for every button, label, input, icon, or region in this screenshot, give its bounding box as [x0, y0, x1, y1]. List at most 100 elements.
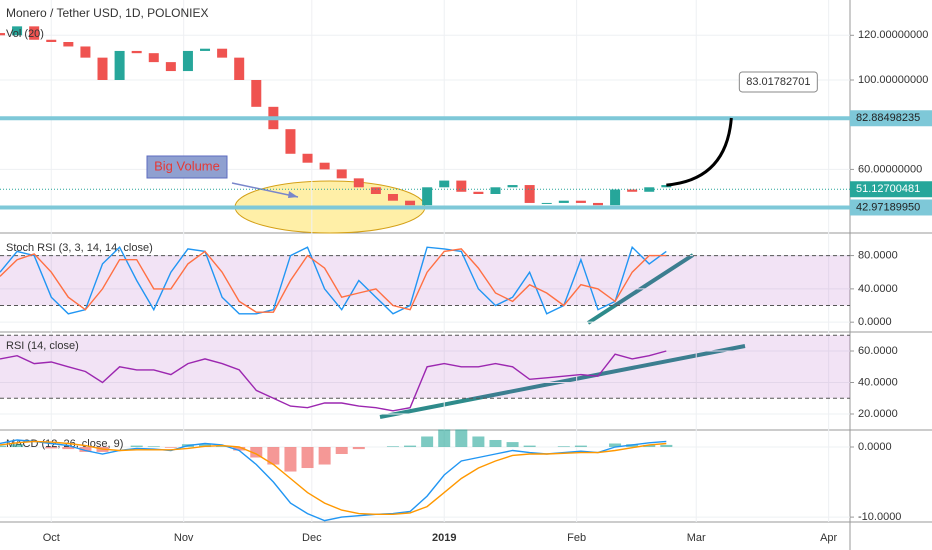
histogram-bar: [62, 447, 75, 450]
y-tick-label: 60.00000000: [858, 163, 922, 175]
series-line: [0, 440, 667, 515]
y-tick-label: -10.0000: [858, 511, 901, 523]
histogram-bar: [216, 446, 229, 447]
candle: [456, 180, 467, 192]
arrow-head: [288, 191, 298, 198]
histogram-bar: [45, 447, 58, 449]
histogram-bar: [438, 429, 451, 447]
band: [0, 255, 850, 306]
candle: [439, 180, 450, 188]
histogram-bar: [404, 445, 417, 447]
y-tick-label: 0.0000: [858, 316, 892, 328]
projection-box: [738, 71, 818, 93]
histogram-bar: [335, 447, 348, 455]
pane-title: RSI (14, close): [6, 340, 79, 352]
candle: [627, 189, 638, 192]
x-tick-label: 2019: [432, 532, 456, 544]
candle: [0, 33, 5, 36]
histogram-bar: [506, 442, 519, 447]
histogram-bar: [660, 444, 673, 447]
series-line: [0, 245, 667, 315]
y-tick-label: 60.0000: [858, 345, 898, 357]
annotation-text: Big Volume: [154, 158, 220, 173]
x-tick-label: Mar: [687, 532, 706, 544]
histogram-bar: [609, 443, 622, 447]
candle: [148, 53, 159, 63]
histogram-bar: [489, 439, 502, 447]
histogram-bar: [130, 445, 143, 447]
x-tick-label: Feb: [567, 532, 586, 544]
candle: [490, 187, 501, 194]
candle: [234, 57, 245, 80]
candle: [507, 185, 518, 188]
price-label-box: [850, 199, 932, 216]
histogram-bar: [352, 447, 365, 450]
histogram-bar: [147, 446, 160, 447]
histogram-bar: [574, 445, 587, 447]
x-tick-label: Oct: [43, 532, 60, 544]
histogram-bar: [79, 447, 92, 452]
candle: [405, 200, 416, 206]
price-label: 82.88498235: [856, 112, 920, 124]
histogram-bar: [11, 444, 24, 447]
candle: [63, 42, 74, 47]
series-line: [0, 248, 667, 313]
x-tick-label: Apr: [820, 532, 837, 544]
projection-label: 83.01782701: [746, 76, 810, 88]
histogram-bar: [318, 447, 331, 465]
candle: [46, 39, 57, 42]
annotation-arrow: [231, 182, 299, 198]
histogram-bar: [267, 447, 280, 465]
candle: [353, 178, 364, 188]
histogram-bar: [523, 445, 536, 447]
histogram-bar: [557, 446, 570, 447]
candle: [29, 26, 40, 40]
candle: [285, 129, 296, 154]
x-tick-label: Nov: [174, 532, 194, 544]
y-tick-label: 20.0000: [858, 408, 898, 420]
projection-curve: [666, 117, 733, 187]
trend-line: [379, 344, 746, 419]
candle: [251, 80, 262, 107]
pane-title: Stoch RSI (3, 3, 14, 14, close): [6, 242, 153, 254]
histogram-bar: [164, 447, 177, 448]
histogram-bar: [386, 446, 399, 447]
y-tick-label: 40.0000: [858, 283, 898, 295]
histogram-bar: [0, 445, 6, 447]
candle: [97, 57, 108, 80]
annotation-box: [146, 155, 228, 179]
price-label-box: [850, 181, 932, 198]
candle: [592, 202, 603, 206]
x-tick-label: Dec: [302, 532, 322, 544]
y-tick-label: 80.0000: [858, 249, 898, 261]
candle: [302, 153, 313, 163]
candle: [336, 169, 347, 179]
y-tick-label: 40.0000: [858, 376, 898, 388]
candle: [610, 189, 621, 206]
candle: [575, 200, 586, 203]
candle: [12, 26, 23, 36]
histogram-bar: [301, 447, 314, 469]
candle: [217, 48, 228, 58]
candle: [524, 185, 535, 203]
y-tick-label: 100.00000000: [858, 74, 928, 86]
candle: [644, 187, 655, 192]
candle: [80, 46, 91, 58]
candle: [473, 191, 484, 194]
price-label: 42.97189950: [856, 201, 920, 213]
candle: [661, 185, 672, 188]
y-tick-label: 0.0000: [858, 441, 892, 453]
histogram-bar: [233, 447, 246, 451]
candle: [319, 162, 330, 170]
candle: [541, 202, 552, 204]
y-tick-label: 120.00000000: [858, 29, 928, 41]
candle: [387, 194, 398, 201]
histogram-bar: [472, 436, 485, 447]
histogram-bar: [199, 444, 212, 447]
candle: [422, 187, 433, 206]
histogram-bar: [643, 444, 656, 447]
histogram-bar: [421, 436, 434, 447]
candle: [558, 200, 569, 203]
price-label: 51.12700481: [856, 183, 920, 195]
